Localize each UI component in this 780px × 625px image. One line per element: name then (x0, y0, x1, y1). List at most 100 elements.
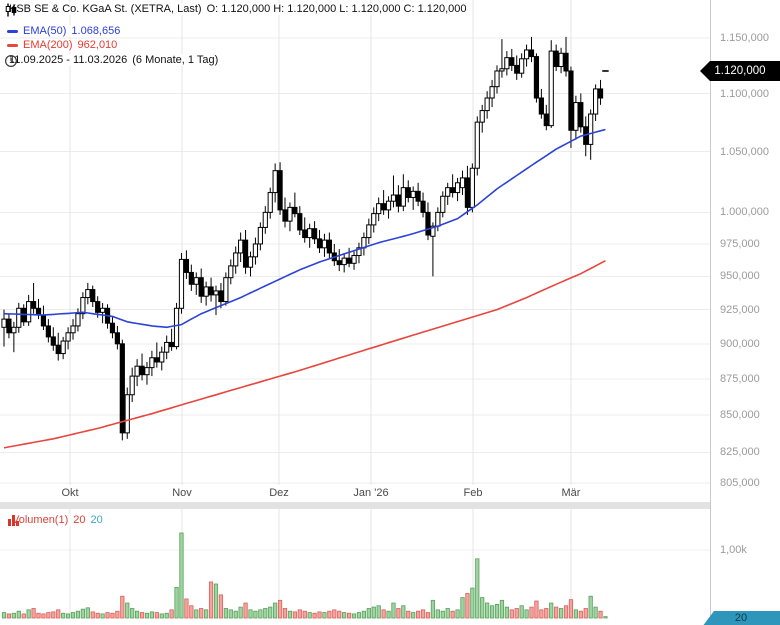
volume-bar (228, 609, 233, 619)
candle-down (420, 200, 426, 213)
pane-separator[interactable] (0, 502, 780, 509)
volume-bar (1, 612, 7, 619)
volume-bar (100, 613, 105, 619)
date-range-row[interactable]: 11.09.2025 - 11.03.2026 (6 Monate, 1 Tag… (4, 54, 222, 68)
candlesticks-layer[interactable] (1, 36, 609, 441)
candle-up (75, 313, 81, 327)
volume-legend[interactable]: Volumen(1) 20 20 (7, 514, 106, 526)
candle-up (238, 239, 244, 254)
volume-bar (322, 612, 327, 619)
candle-down (292, 206, 298, 215)
volume-bar (199, 608, 204, 619)
volume-bar (139, 612, 145, 619)
candle-up (351, 255, 357, 264)
candle-down (297, 213, 303, 231)
ema200-legend[interactable]: EMA(200) 962,010 (7, 39, 121, 51)
volume-bar (80, 608, 85, 619)
candle-up (223, 277, 229, 303)
volume-bar (302, 610, 307, 619)
volume-bar (75, 610, 81, 619)
candle-up (390, 194, 397, 202)
price-axis-label: 1.050,000 (720, 145, 769, 158)
volume-bar (391, 602, 396, 619)
candle-up (267, 192, 273, 213)
volume-bar (337, 610, 342, 619)
volume-bar (144, 612, 150, 619)
ema50-line[interactable] (3, 128, 606, 329)
volume-bar (268, 606, 273, 619)
volume-bar (292, 611, 297, 619)
candle-up (504, 57, 510, 70)
price-axis-label: 975,000 (720, 238, 760, 250)
candle-up (262, 211, 268, 228)
price-axis[interactable]: 1.150,000 1.100,000 1.050,000 1.000,000 975,… (710, 0, 780, 625)
ema200-line[interactable] (3, 259, 606, 449)
month-label: Dez (269, 487, 289, 499)
volume-bar (65, 613, 71, 619)
volume-bar (115, 610, 120, 619)
volume-bar (475, 558, 480, 619)
candle-up (124, 394, 130, 434)
candle-up (430, 225, 436, 237)
candle-up (228, 265, 234, 279)
candle-up (474, 121, 480, 169)
candle-up (100, 307, 106, 313)
volume-bar (411, 612, 416, 619)
volume-bar (179, 532, 184, 619)
candle-up (494, 70, 500, 88)
volume-bar (218, 594, 224, 619)
volume-bar (416, 610, 421, 619)
candle-down (597, 88, 604, 99)
candle-up (233, 252, 239, 267)
volume-bar (445, 608, 450, 619)
candle-up (435, 211, 441, 227)
volume-bar (159, 613, 164, 619)
volume-bar (529, 606, 534, 619)
candle-up (588, 113, 594, 145)
volume-bar (70, 612, 76, 619)
candle-up (149, 357, 155, 369)
volume-bar (56, 609, 61, 619)
candle-down (311, 228, 318, 240)
volume-bar (583, 608, 588, 619)
volume-ma2: 20 (90, 514, 103, 526)
candle-up (356, 247, 362, 257)
ema50-value: 1.068,656 (71, 25, 121, 37)
ema50-legend[interactable]: EMA(50) 1.068,656 (7, 25, 124, 37)
candle-down (154, 357, 160, 363)
candle-up (366, 224, 372, 239)
candle-down (336, 260, 342, 266)
month-label: Nov (172, 487, 192, 499)
candle-down (6, 318, 12, 334)
volume-bar (480, 597, 485, 619)
volume-bars-layer[interactable] (1, 532, 608, 619)
candle-up (385, 200, 392, 211)
candle-down (578, 102, 584, 128)
volume-bar (455, 609, 460, 619)
candle-up (400, 187, 406, 207)
candle-up (159, 351, 165, 363)
volume-bar (420, 609, 426, 619)
candle-down (109, 322, 116, 334)
candle-down (514, 64, 520, 74)
candle-down (405, 187, 411, 198)
candle-up (11, 326, 17, 334)
candle-up (80, 297, 86, 315)
volume-bar (524, 609, 529, 619)
candle-down (543, 113, 549, 127)
volume-bar (558, 608, 564, 619)
candle-down (533, 56, 540, 99)
volume-bar (204, 609, 209, 619)
volume-bar (46, 612, 51, 619)
volume-bar (277, 599, 283, 619)
volume-bar (317, 611, 322, 619)
volume-bar (95, 612, 100, 619)
candle-down (188, 271, 194, 285)
candle-up (479, 110, 485, 123)
candle-down (425, 211, 431, 236)
candle-up (307, 228, 313, 239)
candle-up (85, 289, 91, 299)
volume-bar (184, 598, 189, 619)
volume-bar (489, 605, 495, 619)
